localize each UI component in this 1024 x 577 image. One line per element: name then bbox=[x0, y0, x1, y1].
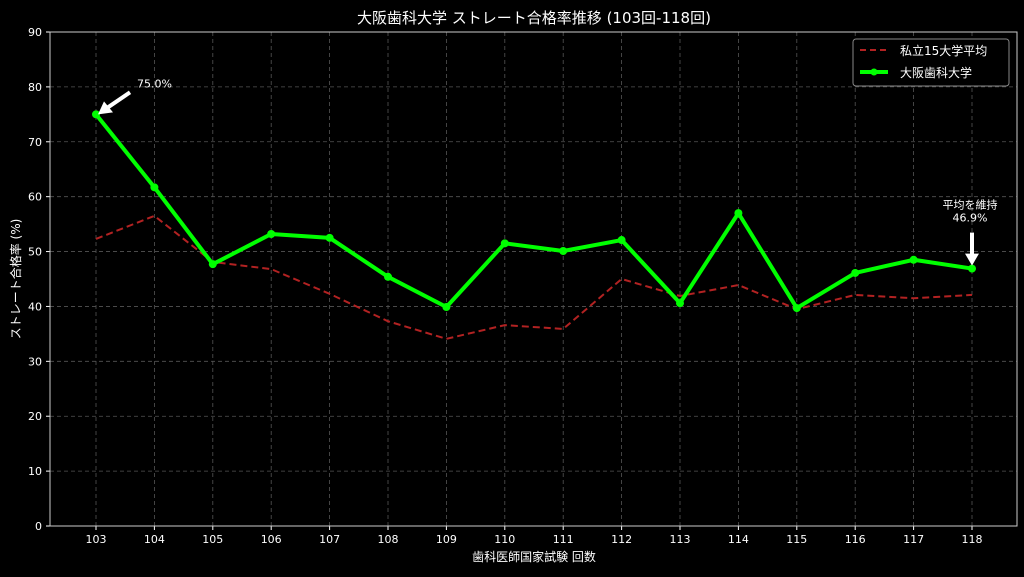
legend: 私立15大学平均 大阪歯科大学 bbox=[852, 38, 1010, 87]
series-line-osaka bbox=[94, 113, 973, 311]
x-axis-label: 歯科医師国家試験 回数 bbox=[472, 549, 596, 564]
data-point-osaka bbox=[617, 236, 626, 245]
annotation-label: 平均を維持 bbox=[943, 198, 998, 212]
x-tick-label: 109 bbox=[436, 533, 457, 546]
y-tick-label: 50 bbox=[28, 246, 42, 259]
x-tick-label: 118 bbox=[962, 533, 983, 546]
y-tick-label: 40 bbox=[28, 300, 42, 313]
data-point-osaka bbox=[267, 229, 276, 238]
data-point-osaka bbox=[384, 272, 392, 281]
annotation-label: 75.0% bbox=[137, 77, 172, 90]
x-tick-label: 110 bbox=[494, 533, 515, 546]
x-tick-label: 105 bbox=[202, 533, 223, 546]
x-tick-label: 112 bbox=[611, 533, 632, 546]
y-tick-label: 20 bbox=[28, 410, 42, 423]
axes: 0 10 20 30 40 50 60 70 80 90 103 104 105 106 107 108 109… bbox=[28, 26, 1018, 546]
x-tick-label: 111 bbox=[553, 533, 574, 546]
annotation-arrowhead bbox=[98, 101, 113, 115]
annotation-arrow-shaft bbox=[106, 90, 132, 109]
y-axis-label: ストレート合格率 (%) bbox=[8, 219, 23, 340]
chart-title: 大阪歯科大学 ストレート合格率推移 (103回-118回) bbox=[357, 9, 711, 27]
legend-label-private-avg: 私立15大学平均 bbox=[900, 43, 987, 58]
x-tick-label: 103 bbox=[86, 533, 107, 546]
x-tick-label: 107 bbox=[319, 533, 340, 546]
data-point-osaka bbox=[208, 260, 217, 269]
y-tick-label: 80 bbox=[28, 81, 42, 94]
x-tick-label: 104 bbox=[144, 533, 165, 546]
y-tick-label: 0 bbox=[35, 520, 42, 533]
data-point-osaka bbox=[851, 268, 860, 277]
data-point-osaka bbox=[500, 239, 509, 248]
y-tick-label: 10 bbox=[28, 465, 42, 478]
legend-marker-osaka bbox=[870, 68, 878, 76]
x-tick-label: 106 bbox=[261, 533, 282, 546]
data-point-osaka bbox=[909, 255, 918, 264]
series-group bbox=[92, 110, 976, 340]
x-tick-label: 113 bbox=[670, 533, 691, 546]
x-tick-label: 114 bbox=[728, 533, 749, 546]
x-tick-label: 116 bbox=[845, 533, 866, 546]
x-tick-label: 108 bbox=[378, 533, 399, 546]
plot-frame bbox=[49, 31, 1018, 527]
legend-box bbox=[852, 38, 1010, 87]
legend-label-osaka: 大阪歯科大学 bbox=[900, 65, 972, 80]
y-tick-label: 30 bbox=[28, 355, 42, 368]
series-line-private-avg bbox=[95, 214, 973, 340]
data-point-osaka bbox=[792, 304, 801, 313]
data-point-osaka bbox=[676, 299, 684, 308]
annotation-label: 46.9% bbox=[953, 212, 988, 225]
y-tick-label: 70 bbox=[28, 136, 42, 149]
data-point-osaka bbox=[968, 264, 976, 273]
data-point-osaka bbox=[325, 233, 334, 242]
data-point-osaka bbox=[442, 302, 451, 311]
data-point-osaka bbox=[559, 247, 568, 256]
annotation-arrowhead bbox=[965, 253, 979, 266]
x-tick-label: 117 bbox=[903, 533, 924, 546]
y-tick-label: 90 bbox=[28, 26, 42, 39]
x-tick-label: 115 bbox=[786, 533, 807, 546]
data-point-osaka bbox=[150, 183, 159, 192]
data-point-osaka bbox=[734, 209, 743, 218]
data-point-osaka bbox=[92, 110, 100, 119]
y-tick-label: 60 bbox=[28, 191, 42, 204]
